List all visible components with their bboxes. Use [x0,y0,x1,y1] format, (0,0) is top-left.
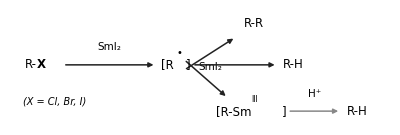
Text: R-H: R-H [346,105,367,118]
Text: SmI₂: SmI₂ [198,62,222,72]
Text: ]: ] [282,105,286,118]
Text: R-H: R-H [283,58,304,71]
Text: III: III [252,95,258,104]
Text: H⁺: H⁺ [308,89,321,99]
Text: [R-Sm: [R-Sm [216,105,252,118]
Text: X: X [37,58,46,71]
Text: ]: ] [186,58,191,71]
Text: •: • [176,48,182,58]
Text: R-: R- [25,58,37,71]
Text: (X = Cl, Br, I): (X = Cl, Br, I) [23,97,86,107]
Text: [R: [R [162,58,174,71]
Text: R-R: R-R [244,17,264,30]
Text: SmI₂: SmI₂ [98,42,122,52]
